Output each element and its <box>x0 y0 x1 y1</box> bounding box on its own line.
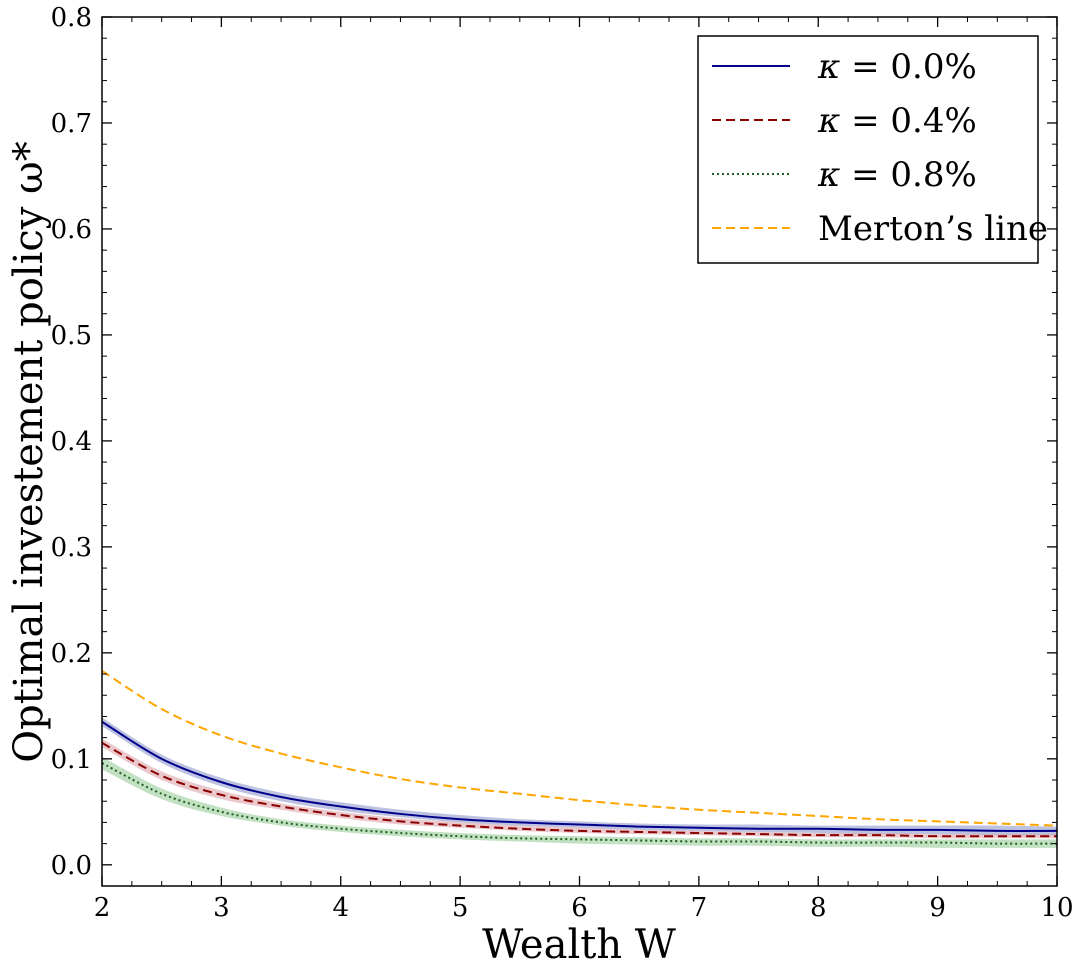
line-series-3 <box>101 762 1058 845</box>
legend-value: = 0.4% <box>840 101 976 141</box>
x-tick-label: 5 <box>452 893 469 923</box>
y-tick-label: 0.4 <box>51 427 92 457</box>
legend-label-2: κ = 0.4% <box>817 101 977 141</box>
legend-label-1: κ = 0.0% <box>817 47 977 87</box>
legend-symbol: κ <box>817 101 840 141</box>
y-tick-label: 0.1 <box>51 745 92 775</box>
x-axis-ticks: 2 3 4 5 6 7 8 9 10 <box>94 17 1074 923</box>
legend: κ = 0.0%κ = 0.4%κ = 0.8%Merton’s line <box>697 35 1048 264</box>
x-axis-title: Wealth W <box>482 922 676 968</box>
legend-symbol: κ <box>817 47 840 87</box>
band-series-2 <box>102 738 1057 839</box>
legend-value: = 0.8% <box>840 155 976 195</box>
x-tick-label: 2 <box>94 893 111 923</box>
y-axis-title: Optimal investement policy ω* <box>6 141 52 762</box>
series-lines <box>101 670 1058 845</box>
y-tick-label: 0.0 <box>51 851 92 881</box>
x-tick-label: 9 <box>929 893 946 923</box>
y-tick-label: 0.6 <box>51 215 92 245</box>
x-tick-label: 4 <box>332 893 349 923</box>
y-axis-ticks: 0.0 0.1 0.2 0.3 0.4 0.5 0.6 0.7 0.8 <box>51 3 1057 881</box>
x-tick-label: 7 <box>691 893 708 923</box>
confidence-bands <box>102 717 1057 848</box>
x-tick-label: 10 <box>1040 893 1073 923</box>
y-tick-label: 0.7 <box>51 109 92 139</box>
x-tick-label: 8 <box>810 893 827 923</box>
x-tick-label: 6 <box>571 893 588 923</box>
legend-label-3: κ = 0.8% <box>817 155 977 195</box>
x-tick-label: 3 <box>213 893 230 923</box>
y-tick-label: 0.3 <box>51 533 92 563</box>
line-series-4 <box>101 670 1058 827</box>
legend-value: = 0.0% <box>840 47 976 87</box>
line-series-2 <box>101 742 1057 838</box>
legend-label-4: Merton’s line <box>818 209 1048 249</box>
legend-symbol: κ <box>817 155 840 195</box>
y-tick-label: 0.2 <box>51 639 92 669</box>
y-tick-label: 0.8 <box>51 3 92 33</box>
y-tick-label: 0.5 <box>51 321 92 351</box>
legend-box <box>697 35 1039 264</box>
line-series-1 <box>101 720 1058 832</box>
minor-ticks <box>102 17 1057 887</box>
